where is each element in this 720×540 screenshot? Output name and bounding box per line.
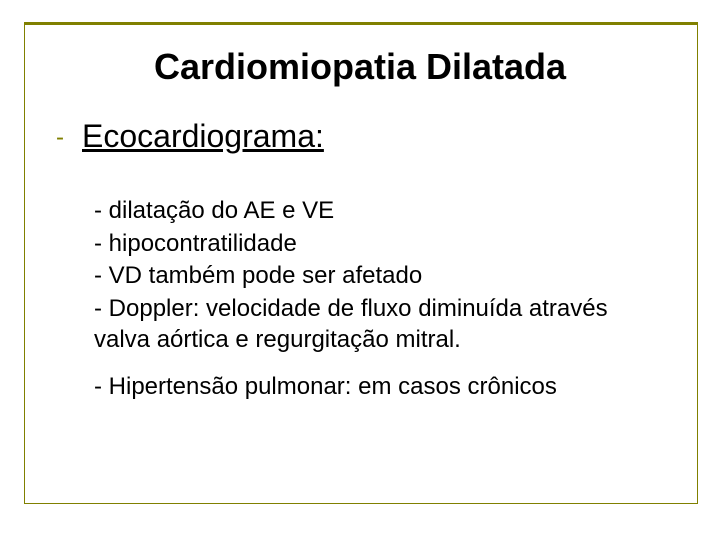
body-line: - hipocontratilidade	[94, 229, 650, 260]
body-line: - VD também pode ser afetado	[94, 261, 650, 292]
body-line: - Doppler: velocidade de fluxo diminuída…	[94, 294, 650, 355]
body-line: - Hipertensão pulmonar: em casos crônico…	[94, 372, 650, 403]
bullet-dash-icon: -	[56, 126, 64, 150]
slide: Cardiomiopatia Dilatada - Ecocardiograma…	[0, 0, 720, 540]
spacer	[94, 358, 650, 372]
subtitle: Ecocardiograma:	[82, 118, 324, 155]
slide-title: Cardiomiopatia Dilatada	[0, 46, 720, 88]
subtitle-row: - Ecocardiograma:	[56, 118, 324, 155]
body-text: - dilatação do AE e VE - hipocontratilid…	[94, 196, 650, 404]
body-line: - dilatação do AE e VE	[94, 196, 650, 227]
